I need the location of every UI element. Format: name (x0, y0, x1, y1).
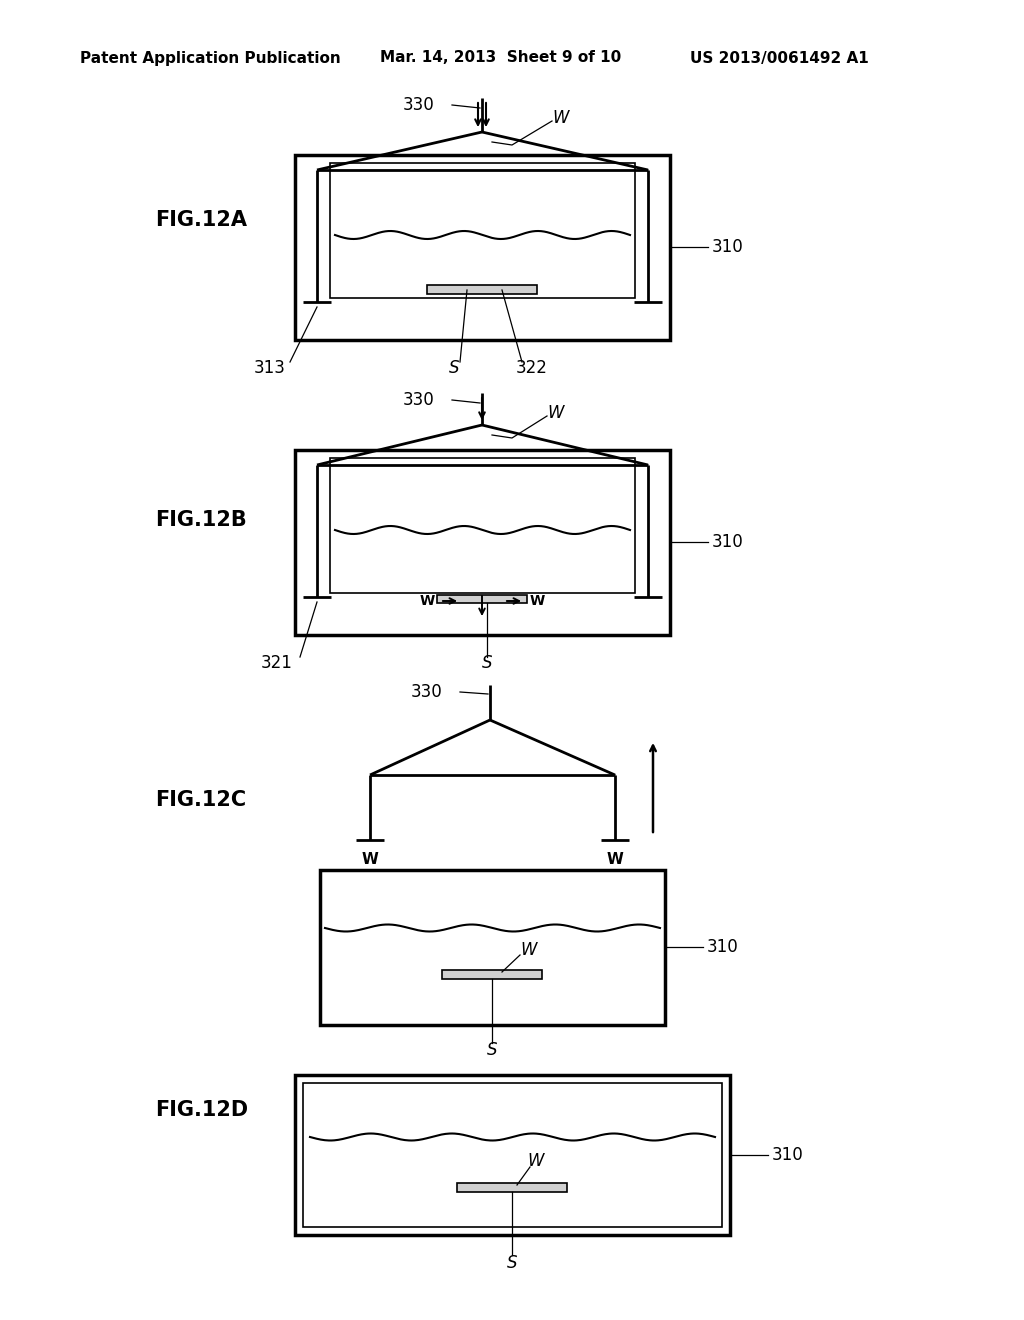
Text: Mar. 14, 2013  Sheet 9 of 10: Mar. 14, 2013 Sheet 9 of 10 (380, 50, 622, 66)
Text: W: W (527, 1152, 544, 1170)
Text: 310: 310 (712, 238, 743, 256)
Text: S: S (507, 1254, 517, 1272)
Text: FIG.12A: FIG.12A (155, 210, 247, 230)
Text: 310: 310 (707, 939, 738, 956)
Bar (442, 970, 542, 979)
Bar (330, 162, 635, 298)
Text: Patent Application Publication: Patent Application Publication (80, 50, 341, 66)
Bar (295, 154, 670, 341)
Text: S: S (481, 653, 493, 672)
Text: 321: 321 (261, 653, 293, 672)
Bar (295, 450, 670, 635)
Text: W: W (420, 594, 434, 609)
Text: W: W (361, 853, 379, 867)
Text: 310: 310 (712, 533, 743, 550)
Text: W: W (547, 404, 563, 422)
Text: S: S (449, 359, 459, 378)
Bar (427, 285, 537, 294)
Text: 330: 330 (402, 96, 434, 114)
Bar (457, 1183, 567, 1192)
Text: 313: 313 (254, 359, 286, 378)
Text: FIG.12C: FIG.12C (155, 789, 246, 810)
Bar (319, 870, 665, 1026)
Text: US 2013/0061492 A1: US 2013/0061492 A1 (690, 50, 868, 66)
Text: 330: 330 (402, 391, 434, 409)
Bar (330, 458, 635, 593)
Text: S: S (486, 1041, 498, 1059)
Bar (437, 595, 527, 603)
Text: FIG.12D: FIG.12D (155, 1100, 248, 1119)
Text: W: W (520, 941, 537, 960)
Text: 322: 322 (516, 359, 548, 378)
Text: 330: 330 (411, 682, 442, 701)
Bar (303, 1082, 722, 1228)
Text: FIG.12B: FIG.12B (155, 510, 247, 531)
Bar (295, 1074, 730, 1236)
Text: W: W (552, 110, 568, 127)
Text: W: W (529, 594, 545, 609)
Text: 310: 310 (772, 1146, 804, 1164)
Text: W: W (606, 853, 624, 867)
